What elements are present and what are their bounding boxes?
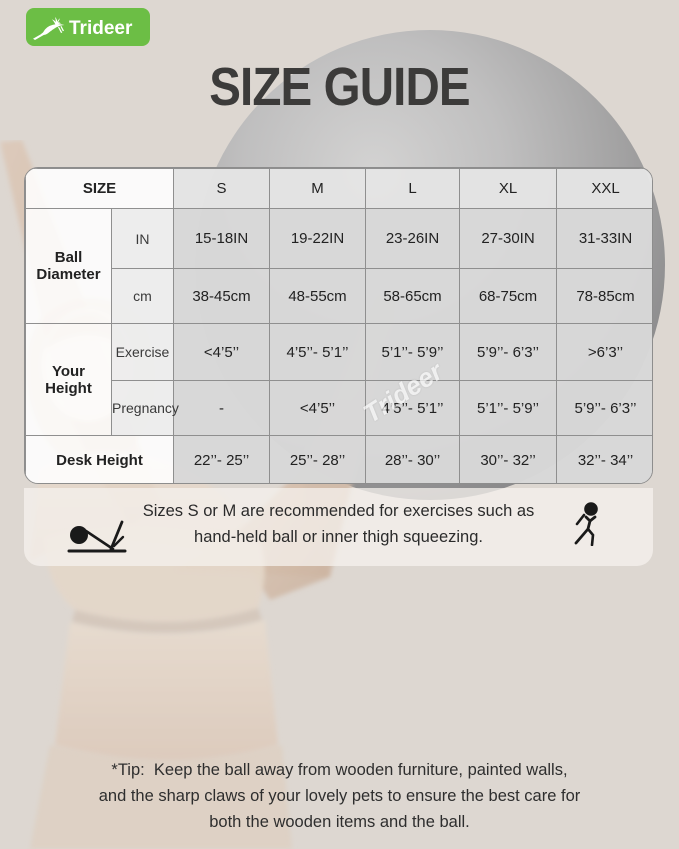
svg-text:Trideer: Trideer xyxy=(69,18,133,39)
